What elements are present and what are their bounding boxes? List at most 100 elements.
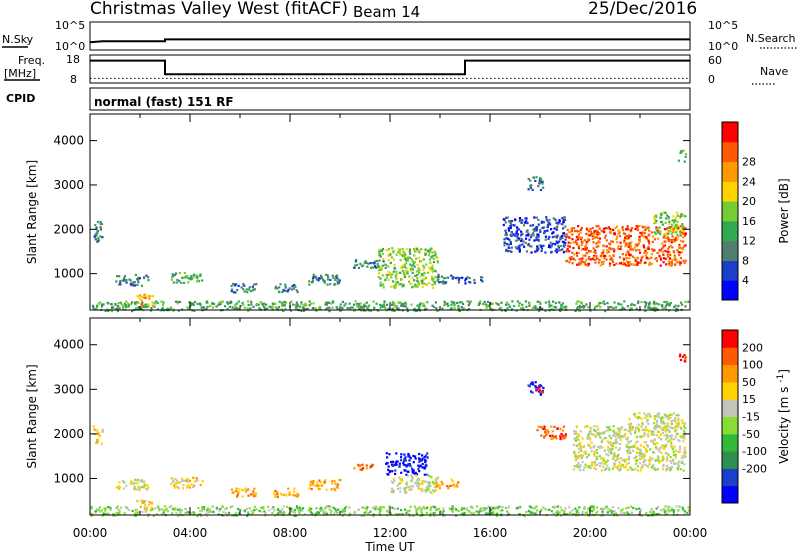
- power-cell: [537, 233, 540, 236]
- velocity-cell: [639, 444, 643, 447]
- velocity-colorbar-tick-label: 100: [742, 359, 763, 372]
- power-cell: [537, 223, 540, 226]
- velocity-cell: [321, 484, 324, 487]
- power-cell: [423, 278, 426, 281]
- power-cell: [629, 244, 632, 247]
- power-cell: [636, 244, 639, 247]
- velocity-xtick-label: 00:00: [673, 526, 708, 540]
- velocity-cell: [429, 485, 432, 488]
- velocity-cell: [205, 514, 209, 517]
- power-cell: [252, 305, 255, 308]
- velocity-cell: [235, 514, 238, 517]
- velocity-cell: [409, 465, 412, 468]
- power-cell: [668, 304, 671, 307]
- power-cell: [135, 301, 138, 304]
- power-cell: [479, 276, 483, 279]
- power-cell: [176, 300, 179, 304]
- power-cell: [418, 303, 421, 306]
- power-cell: [122, 307, 125, 310]
- velocity-cell: [658, 412, 661, 415]
- power-cell: [134, 303, 137, 306]
- power-cell: [403, 254, 406, 257]
- power-cell: [411, 264, 415, 267]
- velocity-cell: [393, 507, 396, 510]
- power-cell: [356, 304, 359, 307]
- power-cell: [655, 257, 658, 260]
- power-cell: [608, 246, 611, 250]
- velocity-cell: [424, 480, 427, 483]
- velocity-cell: [647, 412, 650, 415]
- velocity-cell: [653, 422, 656, 425]
- velocity-cell: [330, 488, 333, 491]
- velocity-cell: [657, 414, 660, 417]
- velocity-cell: [398, 513, 401, 516]
- power-cell: [428, 258, 432, 261]
- power-cell: [520, 308, 523, 311]
- power-cell: [130, 283, 133, 287]
- power-cell: [648, 242, 651, 245]
- power-cell: [655, 214, 658, 217]
- power-cell: [135, 307, 138, 310]
- power-cell: [625, 257, 628, 260]
- velocity-cell: [595, 455, 598, 459]
- power-cell: [630, 263, 633, 266]
- velocity-cell: [666, 456, 669, 459]
- power-cell: [271, 302, 274, 305]
- power-cell: [638, 235, 641, 238]
- power-cell: [670, 261, 673, 264]
- power-cell: [144, 294, 147, 297]
- velocity-cell: [680, 457, 684, 460]
- velocity-cell: [666, 505, 670, 508]
- power-cell: [659, 256, 662, 259]
- velocity-cell: [660, 418, 663, 421]
- velocity-cell: [414, 474, 417, 477]
- power-cell: [671, 235, 674, 238]
- velocity-cell: [593, 446, 596, 449]
- power-cell: [453, 304, 456, 307]
- velocity-cell: [115, 506, 118, 510]
- velocity-cell: [572, 468, 575, 471]
- noise-right-tick-high: 10^5: [708, 19, 738, 32]
- power-cell: [290, 300, 293, 303]
- power-cell: [441, 307, 444, 310]
- power-cell: [602, 251, 605, 254]
- velocity-cell: [681, 422, 684, 425]
- velocity-cell: [683, 463, 686, 466]
- velocity-cell: [661, 428, 664, 431]
- power-cell: [403, 265, 406, 268]
- power-cell: [532, 232, 535, 235]
- velocity-cell: [612, 455, 615, 458]
- power-cell: [381, 252, 384, 255]
- velocity-cell: [133, 486, 136, 489]
- power-cell: [428, 266, 431, 269]
- power-cell: [591, 233, 594, 237]
- power-cell: [604, 227, 607, 230]
- velocity-cell: [324, 511, 327, 514]
- power-cell: [116, 307, 119, 310]
- velocity-cell: [579, 441, 582, 444]
- power-cell: [667, 302, 670, 305]
- velocity-cell: [446, 485, 449, 488]
- power-cell: [615, 225, 618, 228]
- velocity-cell: [561, 429, 565, 432]
- power-cell: [249, 289, 252, 293]
- power-cell: [598, 258, 601, 262]
- power-cell: [378, 248, 381, 251]
- velocity-cell: [638, 411, 641, 414]
- power-cell: [673, 258, 677, 261]
- power-cell: [562, 227, 565, 230]
- power-cell: [676, 261, 679, 264]
- power-cell: [426, 249, 430, 253]
- power-cell: [662, 236, 665, 239]
- power-cell: [672, 215, 675, 218]
- velocity-cell: [677, 419, 680, 422]
- velocity-cell: [604, 505, 607, 509]
- power-cell: [569, 230, 572, 233]
- velocity-cell: [682, 440, 685, 443]
- velocity-cell: [409, 485, 413, 488]
- power-cell: [531, 306, 534, 310]
- power-cell: [99, 235, 102, 238]
- velocity-colorbar-tick-label: -15: [742, 411, 760, 424]
- power-cell: [504, 221, 507, 224]
- power-cell: [434, 276, 437, 279]
